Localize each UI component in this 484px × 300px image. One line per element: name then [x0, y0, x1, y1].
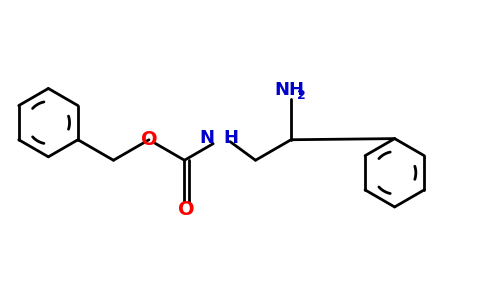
Text: NH: NH	[274, 81, 304, 99]
Text: 2: 2	[297, 88, 305, 102]
Text: O: O	[179, 200, 195, 219]
Text: N: N	[199, 129, 214, 147]
Text: O: O	[141, 130, 157, 149]
Text: H: H	[223, 129, 238, 147]
